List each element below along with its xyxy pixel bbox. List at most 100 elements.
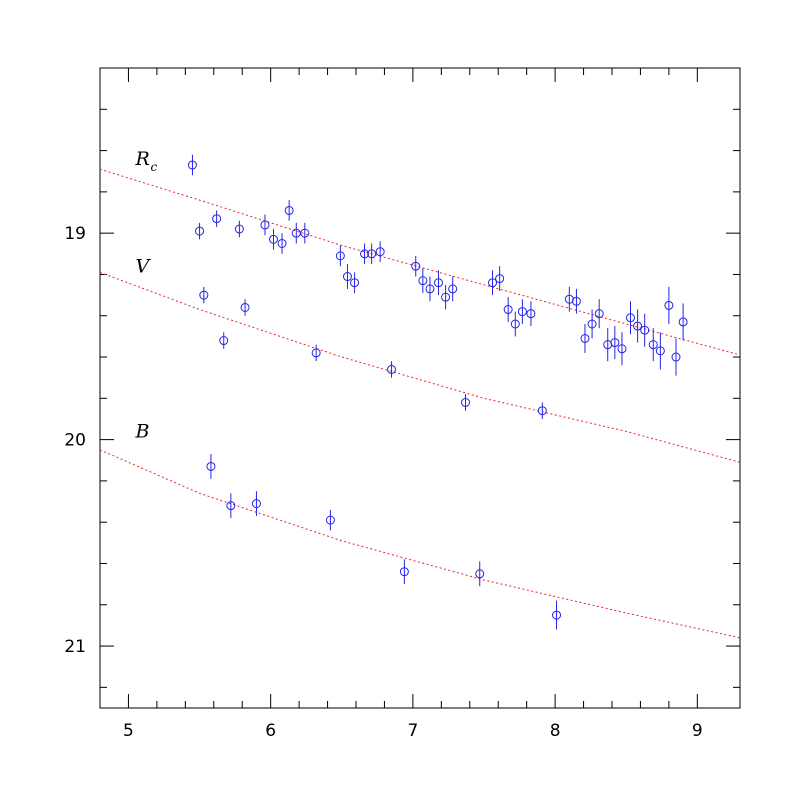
y-tick-label: 21: [64, 637, 86, 657]
data-point-v: [461, 394, 471, 411]
point-marker: [461, 397, 471, 407]
point-marker: [594, 309, 604, 319]
point-marker: [269, 234, 279, 244]
point-marker: [284, 205, 294, 215]
series-label-subscript: c: [151, 160, 158, 174]
point-marker: [671, 352, 681, 362]
point-marker: [495, 274, 505, 284]
data-point-r: [640, 313, 650, 347]
series-label-v: V: [136, 255, 152, 277]
x-tick-label: 9: [692, 721, 703, 741]
point-marker: [350, 278, 360, 288]
point-marker: [199, 290, 209, 300]
data-point-r: [187, 154, 197, 176]
point-marker: [617, 344, 627, 354]
data-point-r: [594, 299, 604, 329]
point-marker: [610, 338, 620, 348]
data-point-r: [488, 270, 498, 296]
data-point-r: [526, 301, 536, 327]
point-marker: [300, 228, 310, 238]
data-point-b: [325, 509, 335, 531]
x-tick-label: 5: [123, 721, 134, 741]
data-point-r: [671, 338, 681, 376]
x-tick-label: 6: [265, 721, 276, 741]
data-point-r: [260, 214, 270, 236]
point-marker: [418, 276, 428, 286]
fit-curve-v: [99, 271, 741, 463]
point-marker: [399, 567, 409, 577]
data-point-b: [226, 493, 236, 519]
data-point-r: [587, 309, 597, 339]
x-tick-label: 8: [550, 721, 561, 741]
data-point-r: [335, 245, 345, 267]
point-marker: [441, 292, 451, 302]
data-point-r: [433, 270, 443, 296]
data-point-r: [291, 222, 301, 244]
plot-frame: [99, 67, 741, 709]
point-marker: [219, 336, 229, 346]
point-marker: [625, 313, 635, 323]
point-marker: [311, 348, 321, 358]
data-point-r: [678, 303, 688, 341]
series-label-r: R: [135, 148, 150, 170]
point-marker: [552, 610, 562, 620]
data-point-r: [195, 222, 205, 240]
data-point-v: [537, 402, 547, 419]
point-marker: [587, 319, 597, 329]
point-marker: [342, 272, 352, 282]
data-point-r: [360, 243, 370, 265]
point-marker: [367, 249, 377, 259]
data-point-r: [350, 272, 360, 294]
data-point-r: [367, 243, 377, 265]
data-point-r: [503, 297, 513, 322]
point-marker: [580, 333, 590, 343]
point-marker: [277, 238, 287, 248]
data-point-r: [517, 299, 527, 324]
point-marker: [240, 302, 250, 312]
data-point-r: [441, 284, 451, 310]
point-marker: [488, 278, 498, 288]
data-point-r: [284, 200, 294, 221]
axis-ticks: [100, 67, 740, 708]
data-point-r: [664, 286, 674, 324]
data-point-r: [277, 233, 287, 254]
point-marker: [655, 346, 665, 356]
data-point-b: [206, 454, 216, 479]
data-point-v: [240, 299, 250, 316]
point-marker: [678, 317, 688, 327]
data-point-r: [655, 332, 665, 370]
y-tick-label: 19: [64, 224, 86, 244]
point-marker: [212, 214, 222, 224]
data-point-r: [212, 210, 222, 227]
data-point-b: [552, 600, 562, 630]
data-point-r: [617, 332, 627, 366]
point-marker: [335, 251, 345, 261]
data-point-v: [311, 344, 321, 362]
point-marker: [640, 325, 650, 335]
point-marker: [411, 261, 421, 271]
y-tick-label: 20: [64, 431, 86, 451]
point-marker: [633, 321, 643, 331]
data-point-r: [375, 241, 385, 263]
point-marker: [648, 340, 658, 350]
data-points: [187, 154, 688, 630]
point-marker: [234, 224, 244, 234]
data-point-v: [199, 286, 209, 304]
point-marker: [206, 461, 216, 471]
x-tick-label: 7: [407, 721, 418, 741]
data-point-r: [418, 268, 428, 294]
data-point-r: [603, 328, 613, 362]
data-point-b: [475, 561, 485, 587]
point-marker: [187, 160, 197, 170]
point-marker: [433, 278, 443, 288]
data-point-r: [510, 311, 520, 337]
data-point-r: [610, 326, 620, 360]
data-point-r: [448, 276, 458, 302]
point-marker: [475, 569, 485, 579]
data-point-r: [425, 276, 435, 302]
point-marker: [291, 228, 301, 238]
data-point-r: [269, 229, 279, 250]
data-point-r: [495, 266, 505, 291]
